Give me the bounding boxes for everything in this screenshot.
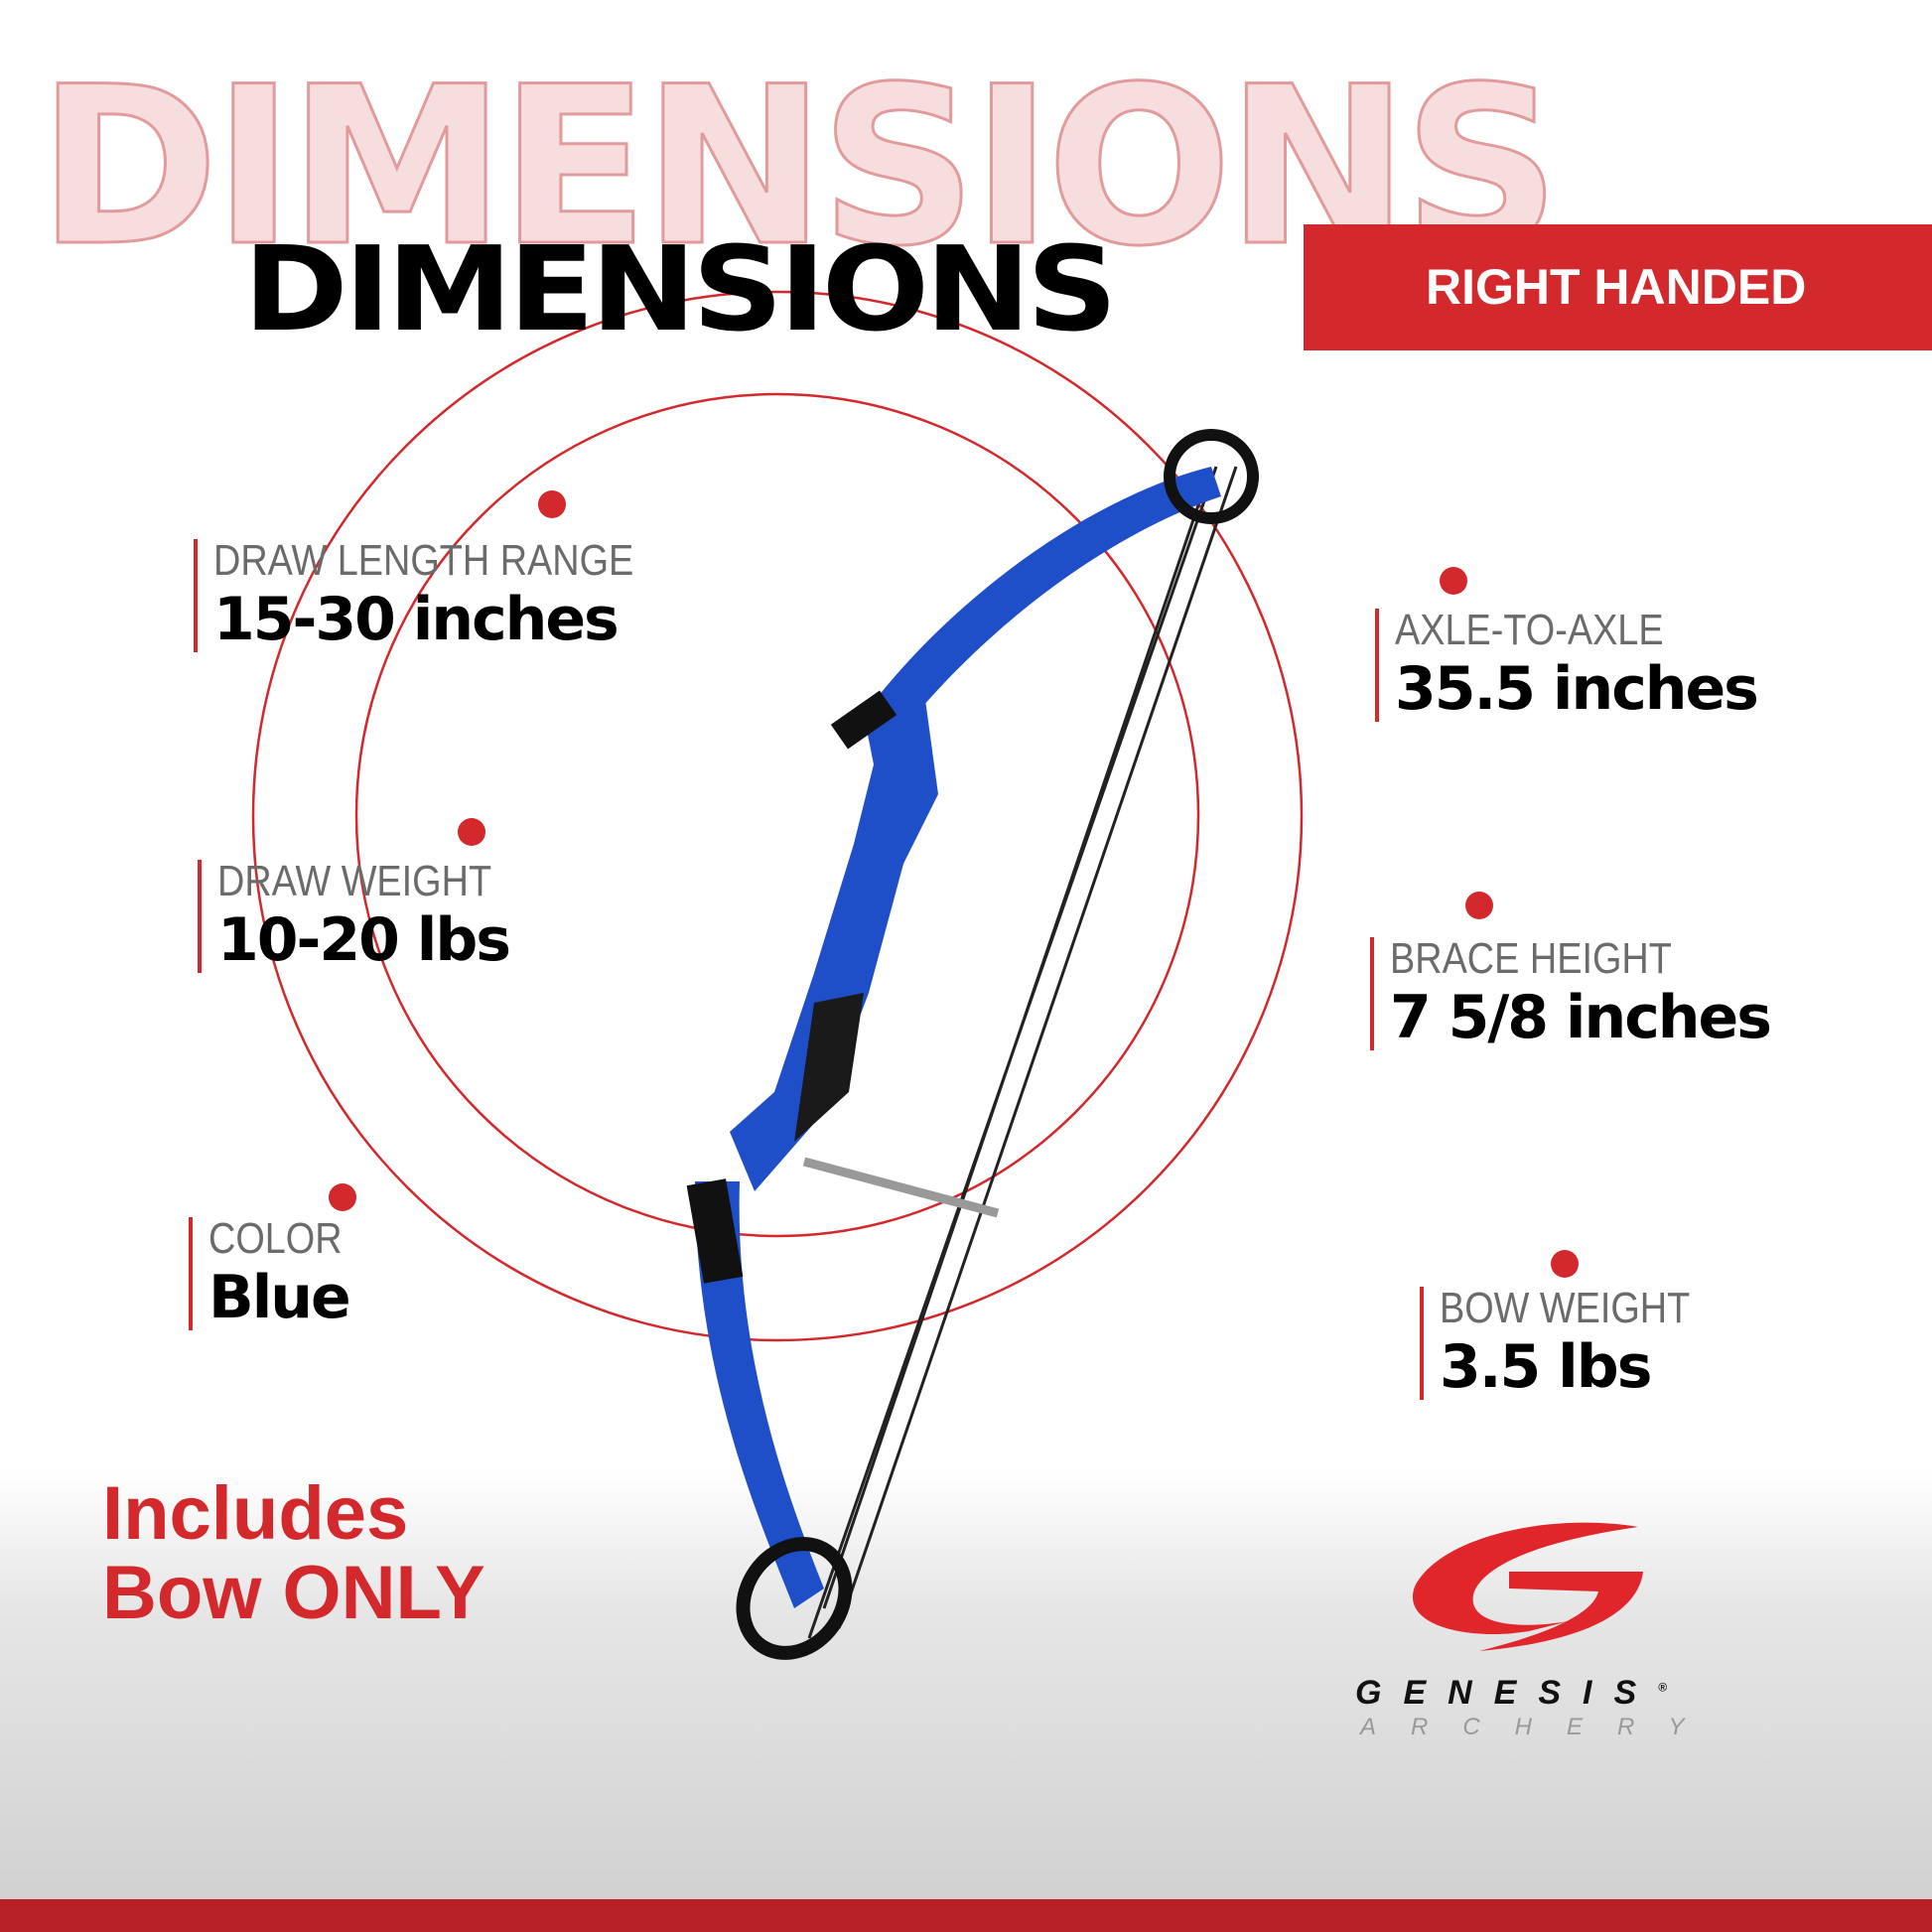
spec-label: DRAW LENGTH RANGE (213, 536, 634, 585)
spec-label: COLOR (208, 1214, 343, 1263)
includes-note: Includes Bow ONLY (102, 1474, 485, 1633)
inner-ring (354, 392, 1200, 1238)
marker-dot (1551, 1250, 1579, 1278)
includes-note-line1: Includes (102, 1471, 409, 1556)
spec-axle-to-axle: AXLE-TO-AXLE 35.5 inches (1375, 606, 1759, 724)
spec-draw-weight: DRAW WEIGHT 10-20 lbs (198, 860, 536, 973)
brand-name-text: GENESIS (1355, 1674, 1659, 1712)
limb-pocket-bottom (686, 1178, 744, 1284)
genesis-g-logo-icon (1412, 1522, 1643, 1651)
stabilizer-rod (802, 1157, 1000, 1218)
spec-label: AXLE-TO-AXLE (1395, 606, 1664, 654)
bow-riser (730, 685, 938, 1191)
spec-value: Blue (208, 1263, 351, 1332)
spec-bow-weight: BOW WEIGHT 3.5 lbs (1420, 1287, 1730, 1400)
includes-note-line2: Bow ONLY (102, 1550, 485, 1635)
outer-ring (251, 290, 1304, 1342)
background-photo (0, 1469, 1932, 1932)
spec-draw-length: DRAW LENGTH RANGE 15-30 inches (194, 539, 702, 652)
spec-value: 3.5 lbs (1440, 1332, 1652, 1402)
spec-label: BOW WEIGHT (1440, 1284, 1691, 1332)
spec-value: 7 5/8 inches (1390, 983, 1772, 1052)
bow-grip (794, 993, 864, 1142)
marker-dot (538, 490, 566, 518)
spec-label: BRACE HEIGHT (1390, 934, 1672, 983)
bow-lower-limb (695, 1181, 824, 1608)
limb-pocket-top (830, 690, 897, 750)
spec-value: 35.5 inches (1395, 654, 1759, 724)
brand-subtitle: ARCHERY (1360, 1714, 1720, 1740)
marker-dot (329, 1183, 356, 1211)
page-title: DIMENSIONS (243, 220, 1118, 357)
upper-cam (1164, 429, 1259, 524)
marker-dot (1440, 567, 1467, 595)
footer-bar (0, 1899, 1932, 1932)
spec-color: COLOR Blue (189, 1217, 363, 1330)
spec-value: 15-30 inches (213, 585, 620, 654)
bow-image (686, 429, 1259, 1660)
lower-cam (736, 1537, 853, 1660)
spec-brace-height: BRACE HEIGHT 7 5/8 inches (1370, 934, 1772, 1052)
brand-name: GENESIS® (1355, 1676, 1667, 1710)
right-handed-badge: RIGHT HANDED (1304, 224, 1932, 350)
registered-mark: ® (1658, 1680, 1668, 1695)
marker-dot (1465, 892, 1493, 919)
bow-string (807, 466, 1238, 1639)
spec-label: DRAW WEIGHT (217, 857, 492, 905)
marker-dot (458, 818, 485, 846)
spec-value: 10-20 lbs (217, 905, 511, 975)
